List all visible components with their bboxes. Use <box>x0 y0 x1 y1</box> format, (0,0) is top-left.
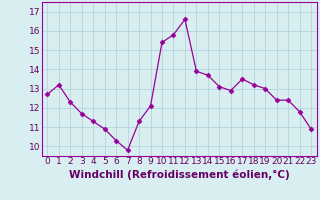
X-axis label: Windchill (Refroidissement éolien,°C): Windchill (Refroidissement éolien,°C) <box>69 169 290 180</box>
